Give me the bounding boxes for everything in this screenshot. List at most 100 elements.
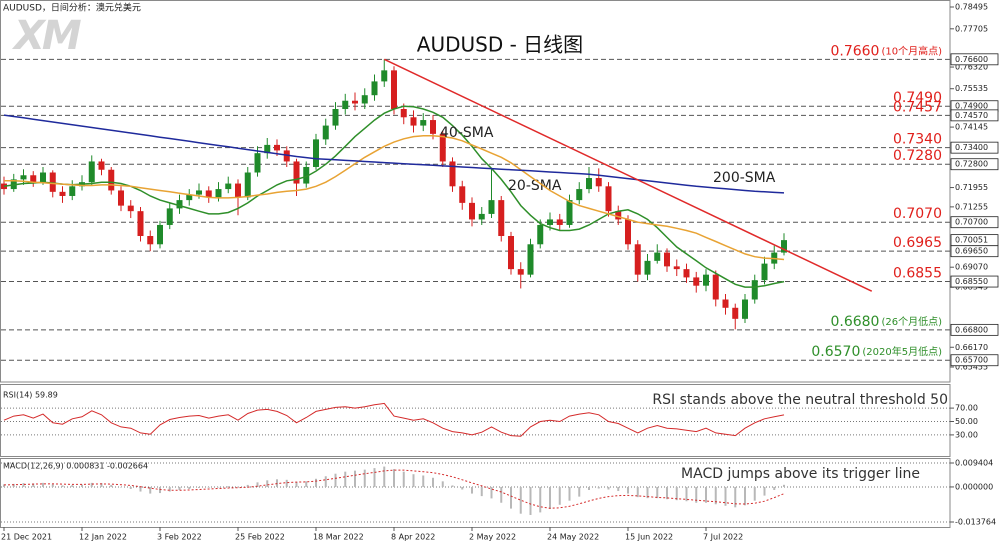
candle-body [381,70,388,82]
macd-bar [71,485,74,487]
macd-bar [237,486,239,488]
candle-body [683,269,690,278]
y-tick-label: 70.00 [955,404,978,413]
candle-body [478,213,485,220]
candle-body [352,100,358,104]
macd-bar [627,486,629,494]
candle-body [274,144,280,151]
candle-body [751,280,758,300]
axis-box [950,323,999,336]
candle-body [615,211,622,220]
candle-body [137,211,144,237]
level-value: 0.6965 [893,235,942,251]
last-price-label: 0.70051 [955,236,988,245]
candle-body [30,175,37,183]
y-tick-label: 0.009404 [955,459,993,468]
axis-level-label: 0.72800 [955,160,988,169]
macd-bar [412,474,415,487]
candle-body [108,169,115,191]
macd-bar [588,486,590,491]
candle-body [508,236,514,270]
candle-body [157,224,163,245]
candle-body [722,299,729,308]
axis-box [950,275,999,288]
macd-bar [763,486,766,496]
rsi-panel [0,384,951,457]
rsi-line [3,402,785,437]
macd-bar [246,484,249,487]
candle-body [742,299,748,319]
y-tick-label: 30.00 [955,430,978,439]
candle-body [517,269,524,275]
candle-body [1,183,7,190]
sma-label: 200-SMA [713,170,776,186]
x-tick-label: 8 Apr 2022 [391,533,435,542]
level-note: (26个月低点) [881,315,942,328]
macd-bar [480,486,483,497]
level-value: 0.7490 [893,90,942,106]
candle-body [712,274,719,300]
candle-body [488,200,495,214]
macd-bar [315,478,317,487]
macd-bar [636,486,639,498]
macd-bar [539,486,542,513]
level-label: 0.7340 [893,132,942,148]
x-tick-label: 12 Jan 2022 [79,533,127,542]
macd-bar [675,486,678,501]
candle-body [342,100,349,110]
macd-bar [753,486,756,501]
y-tick-label: 0.78495 [955,3,988,12]
y-tick-label: 0.76320 [955,63,988,72]
macd-bar [471,486,473,494]
candle-body [644,260,651,275]
candle-body [215,189,222,198]
x-tick-label: 24 May 2022 [547,533,599,542]
macd-bar [129,486,132,489]
macd-bar [217,486,220,488]
candle-body [566,200,573,225]
candle-body [244,172,251,198]
rsi-label: RSI(14) 59.89 [3,391,58,400]
macd-bar [519,486,522,514]
macd-bar [549,486,551,509]
macd-bar [510,486,512,509]
axis-level-label: 0.76600 [955,55,988,64]
x-tick-label: 15 Jun 2022 [625,533,673,542]
macd-bar [500,486,503,503]
level-value: 0.7070 [893,206,942,222]
level-label: 0.6680 (26个月低点) [830,314,942,330]
candle-body [391,70,397,110]
axis-box [950,216,999,229]
candle-body [293,161,300,184]
level-label: 0.7070 [893,206,942,222]
axis-level-label: 0.74900 [955,102,988,111]
level-label: 0.7490 [893,90,942,106]
macd-bar [422,475,425,487]
macd-bar [383,466,386,487]
level-label: 0.7660 (10个月高点) [830,43,942,59]
axis-level-label: 0.68550 [955,277,988,286]
candle-body [439,133,446,162]
macd-bar [461,486,464,490]
candle-body [283,150,290,162]
axis-level-label: 0.69650 [955,247,988,256]
candle-body [410,117,417,126]
candle-body [49,172,56,192]
macd-bar [178,486,181,491]
macd-bar [402,471,405,487]
axis-level-label: 0.70700 [955,218,988,227]
macd-bar [159,486,161,494]
level-label: 0.6855 [893,266,942,282]
macd-bar [451,485,454,487]
candle-body [88,161,95,183]
axis-box [950,141,999,154]
macd-label: MACD(12,26,9) 0.000831 -0.002664 [3,462,148,471]
level-label: 0.6965 [893,235,942,251]
x-tick-label: 2 May 2022 [469,533,516,542]
macd-bar [773,486,776,491]
level-value: 0.7457 [893,99,942,115]
candle-body [605,186,612,212]
macd-bar [578,486,581,497]
candle-body [166,208,173,225]
